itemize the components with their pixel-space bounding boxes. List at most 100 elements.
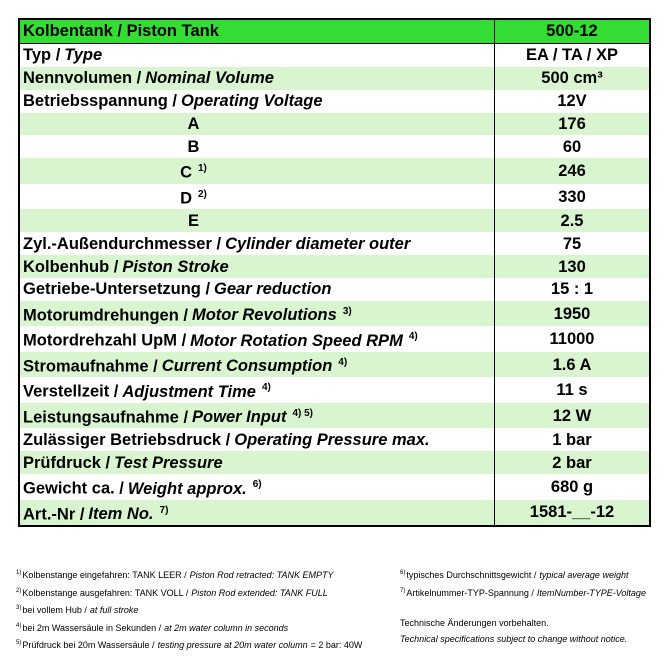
label-en: Motor Revolutions	[191, 306, 337, 325]
row-value: 75	[494, 232, 650, 256]
row-value: 15 : 1	[494, 278, 650, 301]
table-row: Kolbenhub / Piston Stroke 130	[18, 255, 650, 279]
dimension-label: E	[187, 211, 199, 230]
row-label: Prüfdruck / Test Pressure	[18, 451, 495, 475]
label-de: Gewicht ca. /	[23, 479, 124, 498]
table-row: A 176	[18, 112, 650, 136]
footnote-number: 1)	[16, 570, 22, 576]
footnote-ref: 4)	[338, 356, 348, 368]
row-value: 1 bar	[494, 428, 650, 452]
label-en: Nominal Volume	[145, 69, 274, 88]
footnote-ref: 2)	[198, 188, 207, 200]
row-label: Getriebe-Untersetzung / Gear reduction	[18, 278, 495, 301]
row-value: 60	[494, 135, 650, 159]
row-label: Leistungsaufnahme / Power Input 4) 5)	[18, 402, 495, 429]
label-en: Piston Stroke	[122, 257, 229, 276]
label-de: Prüfdruck /	[23, 453, 111, 472]
row-label: D 2)	[18, 183, 495, 210]
spec-table: Kolbentank / Piston Tank 500-12 Typ / Type E…	[18, 18, 651, 528]
label-de: Betriebsspannung /	[23, 92, 178, 111]
row-label: B	[18, 135, 495, 159]
label-en: Cylinder diameter outer	[225, 234, 411, 253]
row-value: 1581-__-12	[494, 499, 650, 527]
table-row: C 1) 246	[18, 158, 650, 184]
row-value: 500 cm³	[494, 66, 650, 90]
footnote-de: bei vollem Hub /	[22, 605, 87, 615]
footnote-ref: 6)	[252, 479, 262, 491]
label-en: Motor Rotation Speed RPM	[190, 331, 403, 350]
table-row: Motorumdrehungen / Motor Revolutions 3) 195…	[18, 300, 650, 327]
label-en: Operating Voltage	[181, 92, 323, 111]
footnote-en: at full stroke	[89, 605, 139, 615]
row-label: Kolbenhub / Piston Stroke	[18, 255, 495, 279]
table-row: Stromaufnahme / Current Consumption 4) 1.6 …	[18, 351, 650, 378]
header-row: Kolbentank / Piston Tank 500-12	[18, 19, 650, 44]
dimension-label: C	[180, 163, 192, 182]
row-value: 11 s	[494, 377, 650, 403]
footnote-en: Piston Rod retracted: TANK EMPTY	[189, 570, 334, 580]
table-row: Gewicht ca. / Weight approx. 6) 680 g	[18, 474, 650, 500]
header-label: Kolbentank / Piston Tank	[18, 19, 495, 44]
dimension-label: B	[187, 137, 200, 156]
row-label: Betriebsspannung / Operating Voltage	[18, 89, 495, 113]
footnote-number: 2)	[16, 587, 22, 594]
row-label: Nennvolumen / Nominal Volume	[18, 66, 495, 90]
label-de: Stromaufnahme /	[23, 357, 158, 376]
label-de: Getriebe-Untersetzung /	[23, 280, 211, 299]
label-de: Motordrehzahl UpM /	[23, 331, 187, 350]
footnote-ref: 4) 5)	[292, 407, 314, 419]
footnote-ref: 4)	[408, 331, 418, 343]
label-de: Nennvolumen /	[23, 69, 142, 88]
row-label: C 1)	[18, 158, 495, 184]
label-de: Zulässiger Betriebsdruck /	[23, 430, 231, 449]
row-label: Motorumdrehungen / Motor Revolutions 3)	[18, 300, 495, 327]
table-row: Typ / Type EA / TA / XP	[18, 43, 650, 67]
footnote-de: Kolbenstange eingefahren: TANK LEER /	[22, 570, 187, 580]
footnote-number: 4)	[16, 622, 22, 629]
footnote-number: 6)	[400, 570, 406, 576]
label-en: Weight approx.	[127, 479, 247, 498]
row-value: 330	[494, 183, 650, 210]
footnote-ref: 1)	[198, 163, 207, 175]
footnote: 4)bei 2m Wassersäule in Sekunden / at 2m …	[16, 619, 362, 637]
row-label: A	[18, 112, 495, 136]
row-value: 246	[494, 158, 650, 184]
row-value: 130	[494, 255, 650, 279]
table-row: Verstellzeit / Adjustment Time 4) 11 s	[18, 377, 650, 403]
row-label: Typ / Type	[18, 43, 495, 67]
label-en: Test Pressure	[114, 453, 223, 472]
table-row: Betriebsspannung / Operating Voltage 12V	[18, 89, 650, 113]
row-value: 12V	[494, 89, 650, 113]
row-value: 176	[494, 112, 650, 136]
footnote-de: typisches Durchschnittsgewicht /	[406, 570, 537, 580]
footnote-en: typical average weight	[539, 570, 629, 580]
footnote: 5)Prüfdruck bei 20m Wassersäule / testing…	[16, 636, 362, 654]
footnote-de: Prüfdruck bei 20m Wassersäule /	[22, 640, 155, 650]
label-de: Leistungsaufnahme /	[23, 408, 189, 427]
label-de: Typ /	[23, 46, 61, 65]
dimension-label: D	[180, 189, 192, 208]
table-row: Getriebe-Untersetzung / Gear reduction 15 …	[18, 278, 650, 301]
table-body: Kolbentank / Piston Tank 500-12 Typ / Type E…	[18, 19, 650, 527]
row-value: 1.6 A	[494, 351, 650, 378]
label-en: Adjustment Time	[122, 382, 256, 401]
footnote-number: 7)	[400, 587, 406, 594]
table-row: E 2.5	[18, 209, 650, 233]
label-de: Verstellzeit /	[23, 382, 119, 401]
notice-de: Technische Änderungen vorbehalten.	[400, 618, 549, 628]
table-row: B 60	[18, 135, 650, 159]
footnote-ref: 7)	[159, 504, 169, 516]
row-value: 680 g	[494, 474, 650, 500]
label-de: Motorumdrehungen /	[23, 306, 188, 325]
row-label: Zulässiger Betriebsdruck / Operating Pres…	[18, 428, 495, 452]
row-value: 2.5	[494, 209, 650, 233]
footnote-de: Artikelnummer-TYP-Spannung /	[406, 587, 534, 598]
footnote-de: Kolbenstange ausgefahren: TANK VOLL /	[22, 587, 189, 598]
footnotes-right: 6)typisches Durchschnittsgewicht / typica…	[400, 566, 646, 647]
table-row: Leistungsaufnahme / Power Input 4) 5) 12 W	[18, 402, 650, 429]
header-value: 500-12	[494, 19, 650, 44]
footnote: 1)Kolbenstange eingefahren: TANK LEER / P…	[16, 566, 362, 584]
footnote-ref: 4)	[261, 382, 271, 394]
footnote-tail: = 2 bar: 40W	[310, 640, 363, 650]
